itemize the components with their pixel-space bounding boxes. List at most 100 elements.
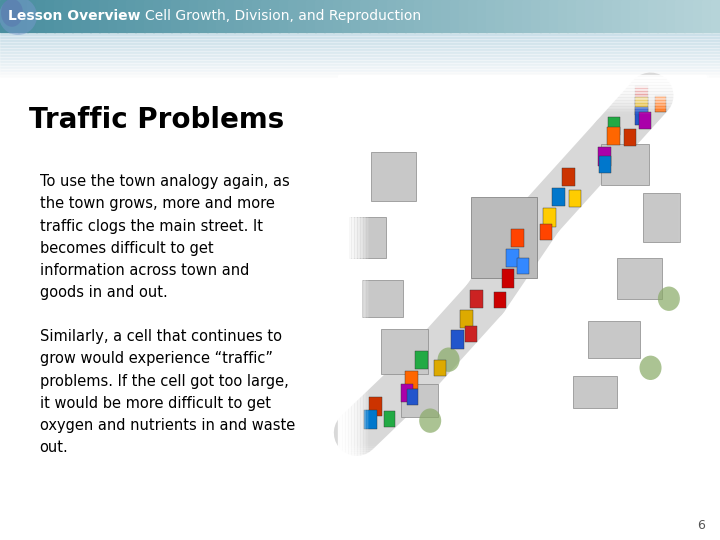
Bar xyxy=(338,456,706,457)
Bar xyxy=(384,411,395,427)
Bar xyxy=(351,75,352,482)
Bar xyxy=(573,376,618,408)
Bar xyxy=(387,0,397,32)
Bar xyxy=(338,110,706,111)
Bar xyxy=(504,0,514,32)
Bar xyxy=(654,96,666,112)
Bar xyxy=(338,108,706,110)
Bar xyxy=(680,75,682,482)
Bar xyxy=(585,0,595,32)
Text: Traffic Problems: Traffic Problems xyxy=(29,106,284,134)
Bar xyxy=(338,83,706,84)
Bar xyxy=(381,329,428,374)
Bar xyxy=(338,84,706,86)
Bar xyxy=(468,0,478,32)
Bar xyxy=(600,157,611,173)
Bar xyxy=(344,75,346,482)
Bar xyxy=(198,0,208,32)
Bar xyxy=(362,280,402,317)
Bar xyxy=(643,193,680,242)
Bar xyxy=(450,0,460,32)
Bar xyxy=(338,94,706,96)
Bar xyxy=(0,0,10,32)
Bar xyxy=(338,104,706,105)
Bar xyxy=(465,326,477,342)
Bar xyxy=(126,0,136,32)
Bar xyxy=(630,0,640,32)
Bar xyxy=(338,78,706,80)
Bar xyxy=(495,0,505,32)
Bar xyxy=(225,0,235,32)
Bar xyxy=(338,443,706,446)
Bar xyxy=(352,75,354,482)
Bar xyxy=(0,53,720,55)
Bar xyxy=(543,208,556,227)
Bar xyxy=(338,77,706,78)
Bar xyxy=(367,75,369,482)
Bar xyxy=(513,0,523,32)
Bar xyxy=(338,446,706,448)
Bar xyxy=(369,0,379,32)
Bar xyxy=(346,75,347,482)
Bar xyxy=(369,397,382,416)
Bar xyxy=(0,41,720,43)
Bar xyxy=(639,112,651,129)
Bar xyxy=(598,147,611,166)
Bar xyxy=(54,0,64,32)
Bar xyxy=(0,47,720,49)
Bar xyxy=(698,75,700,482)
Bar xyxy=(711,0,720,32)
Bar xyxy=(342,0,352,32)
Bar xyxy=(608,117,621,135)
Bar xyxy=(683,75,685,482)
Text: Cell Growth, Division, and Reproduction: Cell Growth, Division, and Reproduction xyxy=(145,9,421,23)
Bar xyxy=(0,60,720,62)
Bar xyxy=(338,86,706,87)
Bar xyxy=(0,57,720,59)
Bar xyxy=(0,33,720,35)
Bar xyxy=(706,75,708,482)
Bar xyxy=(400,384,413,402)
Bar xyxy=(338,111,706,113)
Bar xyxy=(338,75,340,482)
Bar xyxy=(162,0,172,32)
Bar xyxy=(153,0,163,32)
Text: To use the town analogy again, as
the town grows, more and more
traffic clogs th: To use the town analogy again, as the to… xyxy=(40,174,289,300)
Bar xyxy=(415,350,428,369)
Bar xyxy=(338,482,706,484)
Bar xyxy=(315,0,325,32)
Bar xyxy=(451,330,464,348)
Bar xyxy=(675,0,685,32)
Bar xyxy=(306,0,316,32)
Bar xyxy=(703,75,706,482)
Bar xyxy=(45,0,55,32)
Bar xyxy=(349,75,351,482)
Bar xyxy=(459,0,469,32)
Bar xyxy=(549,0,559,32)
Bar xyxy=(0,64,720,65)
Bar xyxy=(362,75,364,482)
Bar xyxy=(338,89,706,90)
Text: 6: 6 xyxy=(697,519,705,532)
Bar xyxy=(531,0,541,32)
Bar xyxy=(423,0,433,32)
Bar xyxy=(338,457,706,460)
Bar xyxy=(338,92,706,93)
Bar xyxy=(333,0,343,32)
Bar xyxy=(359,75,361,482)
Bar xyxy=(522,0,532,32)
Bar xyxy=(401,384,438,416)
Bar xyxy=(700,75,701,482)
Bar xyxy=(702,0,712,32)
Bar xyxy=(405,0,415,32)
Bar xyxy=(558,0,568,32)
Bar xyxy=(338,102,706,104)
Bar xyxy=(0,45,720,47)
Bar xyxy=(364,75,365,482)
Bar xyxy=(692,75,693,482)
Bar xyxy=(36,0,46,32)
Bar xyxy=(601,144,649,185)
Bar xyxy=(355,75,356,482)
Bar xyxy=(0,55,720,56)
Bar xyxy=(506,249,519,267)
